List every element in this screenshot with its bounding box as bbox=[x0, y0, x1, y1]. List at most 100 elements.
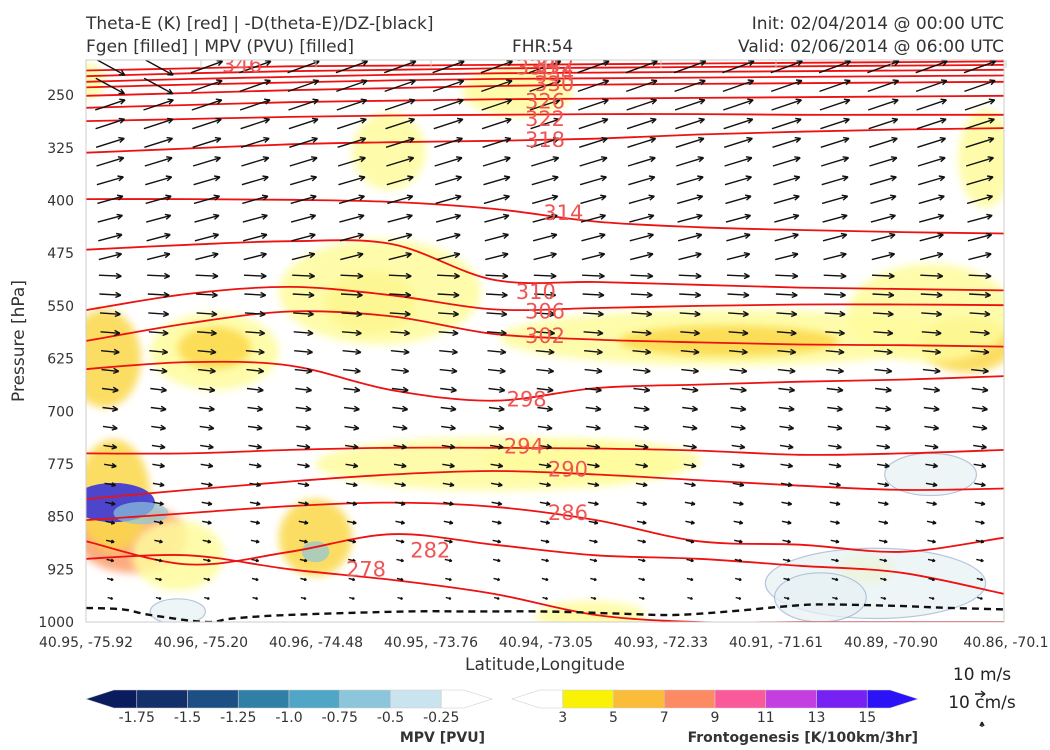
y-tick-550: 550 bbox=[47, 299, 74, 315]
wind-vector-85 bbox=[530, 136, 560, 148]
wind-vector-274 bbox=[486, 329, 507, 337]
theta-e-contour-330 bbox=[86, 80, 1004, 97]
theta-e-label-342: 342 bbox=[534, 53, 574, 77]
fgen-blob-4 bbox=[177, 326, 252, 370]
wind-vector-177 bbox=[388, 232, 413, 242]
wind-vector-0 bbox=[95, 60, 126, 76]
wind-vector-119 bbox=[338, 175, 366, 186]
wind-vector-188 bbox=[919, 232, 944, 242]
wind-vector-453 bbox=[877, 501, 889, 506]
wind-vector-190 bbox=[98, 252, 123, 261]
wind-vector-486 bbox=[637, 539, 647, 544]
wind-vector-515 bbox=[203, 577, 211, 582]
wind-vector-285 bbox=[100, 348, 120, 356]
wind-vector-524 bbox=[638, 577, 646, 582]
mpv-colorbar-swatch-1 bbox=[136, 689, 188, 709]
theta-e-label-306: 306 bbox=[525, 299, 565, 323]
wind-vector-339 bbox=[875, 386, 892, 393]
wind-vector-411 bbox=[683, 462, 697, 469]
wind-vector-88 bbox=[675, 136, 705, 148]
wind-vector-485 bbox=[589, 539, 598, 544]
wind-vector-39 bbox=[143, 98, 174, 111]
wind-vector-546 bbox=[783, 596, 790, 600]
wind-vector-355 bbox=[730, 405, 747, 412]
mpv-colorbar-swatch-2 bbox=[187, 689, 239, 709]
wind-vector-143 bbox=[580, 194, 607, 205]
wind-vector-525 bbox=[686, 577, 694, 582]
wind-vector-141 bbox=[483, 194, 510, 205]
wind-vector-394 bbox=[779, 443, 794, 450]
wind-vector-548 bbox=[880, 596, 887, 600]
wind-vector-103 bbox=[482, 156, 511, 167]
wind-vector-49 bbox=[626, 98, 658, 111]
wind-vector-450 bbox=[733, 501, 744, 506]
wind-vector-345 bbox=[247, 405, 264, 412]
wind-vector-449 bbox=[684, 501, 696, 506]
wind-vector-321 bbox=[922, 367, 941, 375]
wind-vector-410 bbox=[635, 462, 649, 469]
wind-vector-253 bbox=[389, 310, 411, 318]
wind-vector-505 bbox=[637, 558, 646, 563]
wind-vector-126 bbox=[676, 175, 704, 186]
wind-vector-422 bbox=[297, 482, 310, 488]
fgen-blob-15 bbox=[480, 440, 702, 481]
theta-e-contour-322 bbox=[86, 113, 1004, 122]
wind-vector-113 bbox=[965, 156, 994, 167]
wind-vector-204 bbox=[775, 252, 799, 261]
mpv-colorbar-tick-2: -1.25 bbox=[220, 710, 256, 726]
wind-vector-215 bbox=[388, 272, 412, 280]
wind-vector-161 bbox=[532, 213, 558, 223]
wind-vector-79 bbox=[240, 136, 270, 148]
wind-vector-31 bbox=[674, 79, 706, 93]
wind-vector-10 bbox=[577, 60, 610, 74]
wind-vector-108 bbox=[724, 156, 753, 167]
wind-vector-144 bbox=[628, 194, 655, 205]
theta-e-contour-342 bbox=[86, 64, 1004, 78]
wind-vector-370 bbox=[537, 424, 553, 431]
mpv-colorbar-swatch-4 bbox=[288, 689, 341, 709]
wind-vector-467 bbox=[636, 520, 647, 525]
wind-vector-399 bbox=[103, 462, 117, 469]
wind-vector-303 bbox=[970, 348, 990, 356]
wind-vector-121 bbox=[435, 175, 463, 186]
wind-vector-48 bbox=[578, 98, 609, 111]
wind-key-v-arrow bbox=[979, 721, 985, 727]
theta-e-contour-298 bbox=[86, 360, 1004, 402]
wind-vector-446 bbox=[539, 501, 551, 506]
wind-vector-457 bbox=[153, 520, 164, 525]
wind-vector-435 bbox=[925, 482, 938, 488]
wind-vector-42 bbox=[288, 98, 319, 111]
wind-vector-214 bbox=[340, 272, 364, 280]
fgen-colorbar-swatch-3 bbox=[663, 689, 716, 709]
theta-e-contour-302 bbox=[86, 310, 1004, 348]
wind-vector-438 bbox=[153, 501, 165, 506]
wind-vector-537 bbox=[349, 596, 355, 600]
wind-vector-313 bbox=[536, 367, 555, 375]
wind-vector-292 bbox=[439, 348, 458, 356]
wind-vector-353 bbox=[633, 405, 650, 412]
wind-vector-146 bbox=[725, 194, 752, 205]
wind-vector-131 bbox=[918, 175, 946, 186]
wind-vector-421 bbox=[249, 482, 262, 488]
theta-e-label-290: 290 bbox=[548, 458, 588, 482]
wind-vector-393 bbox=[731, 443, 746, 450]
wind-vector-240 bbox=[679, 291, 702, 299]
wind-vector-436 bbox=[974, 482, 986, 488]
wind-vector-259 bbox=[679, 310, 701, 318]
wind-vector-309 bbox=[343, 367, 361, 375]
wind-vector-164 bbox=[677, 213, 703, 223]
mpv-colorbar-swatch-5 bbox=[339, 689, 391, 709]
wind-vector-322 bbox=[971, 367, 989, 375]
wind-vector-373 bbox=[682, 424, 698, 431]
wind-vector-533 bbox=[155, 596, 162, 600]
wind-vector-302 bbox=[922, 348, 942, 356]
wind-vector-508 bbox=[782, 558, 791, 563]
wind-vector-319 bbox=[826, 367, 844, 375]
wind-vector-462 bbox=[395, 520, 406, 525]
wind-vector-9 bbox=[528, 60, 562, 74]
wind-vector-281 bbox=[825, 329, 845, 337]
wind-vector-72 bbox=[820, 117, 850, 130]
wind-vector-245 bbox=[920, 291, 943, 299]
wind-vector-378 bbox=[924, 424, 940, 431]
wind-vector-178 bbox=[436, 232, 461, 242]
